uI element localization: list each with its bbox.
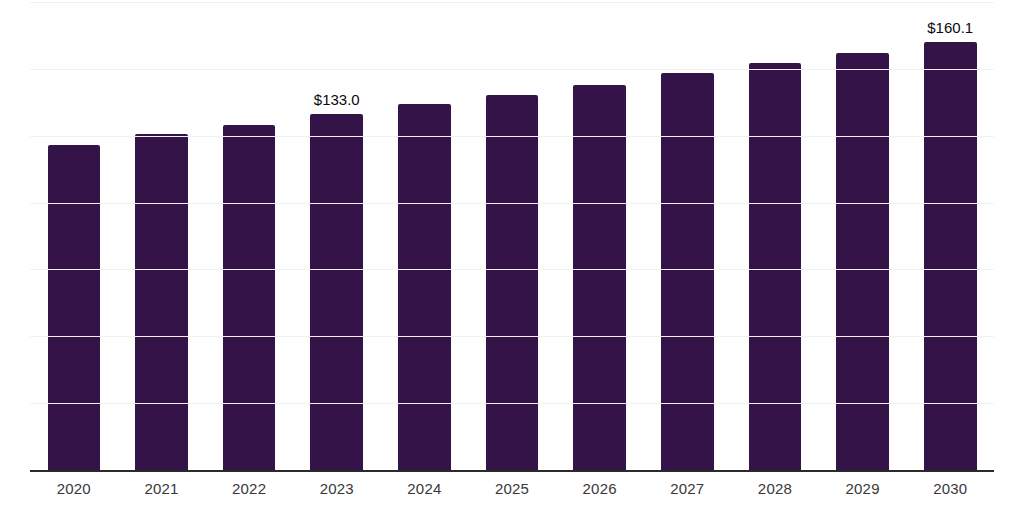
x-tick-label: 2024 (381, 480, 469, 497)
bar-slot: $133.0 (293, 2, 381, 470)
bar-2024 (398, 104, 451, 470)
bar-slot (381, 2, 469, 470)
bar-slot (556, 2, 644, 470)
bar-2021 (135, 134, 188, 470)
x-tick-label: 2020 (30, 480, 118, 497)
bar-slot (118, 2, 206, 470)
x-tick-label: 2023 (293, 480, 381, 497)
bar-slot (819, 2, 907, 470)
bar-slot (30, 2, 118, 470)
gridline (30, 136, 994, 137)
bar-value-label: $133.0 (314, 91, 360, 108)
bar-value-label: $160.1 (927, 19, 973, 36)
bar-2026 (573, 85, 626, 470)
gridline (30, 336, 994, 337)
bar-2027 (661, 73, 714, 470)
x-tick-label: 2027 (643, 480, 731, 497)
bar-slot (205, 2, 293, 470)
bar-slot (731, 2, 819, 470)
bar-chart: $133.0$160.1 202020212022202320242025202… (0, 0, 1024, 512)
x-tick-label: 2030 (906, 480, 994, 497)
gridline (30, 403, 994, 404)
gridline (30, 269, 994, 270)
bar-2020 (48, 145, 101, 470)
plot-area: $133.0 $160.1 (30, 2, 994, 472)
bar-slot (468, 2, 556, 470)
bar-2023: $133.0 (310, 114, 363, 470)
x-tick-label: 2025 (468, 480, 556, 497)
bar-2025 (486, 95, 539, 470)
gridline (30, 69, 994, 70)
gridline (30, 203, 994, 204)
bars-row: $133.0 $160.1 (30, 2, 994, 470)
x-axis: 2020202120222023202420252026202720282029… (30, 480, 994, 497)
bar-slot (643, 2, 731, 470)
bar-2029 (836, 53, 889, 470)
x-tick-label: 2022 (205, 480, 293, 497)
x-tick-label: 2026 (556, 480, 644, 497)
bar-2022 (223, 125, 276, 470)
bar-slot: $160.1 (906, 2, 994, 470)
bar-2030: $160.1 (924, 42, 977, 470)
x-tick-label: 2028 (731, 480, 819, 497)
x-tick-label: 2021 (118, 480, 206, 497)
x-tick-label: 2029 (819, 480, 907, 497)
gridline (30, 2, 994, 3)
bar-2028 (749, 63, 802, 470)
